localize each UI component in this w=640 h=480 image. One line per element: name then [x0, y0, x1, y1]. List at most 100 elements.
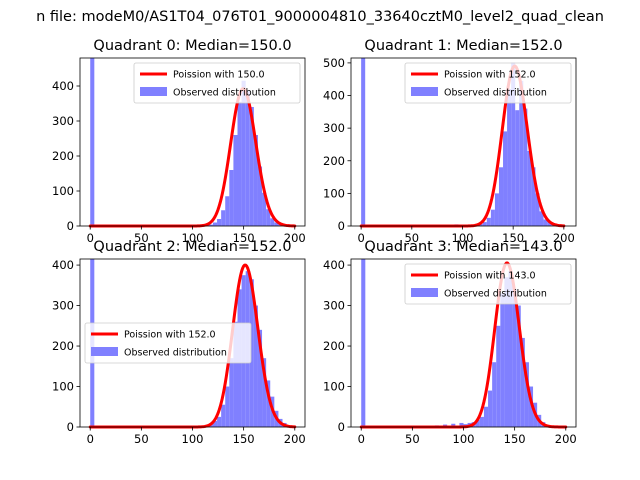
x-tick-label: 150: [502, 231, 524, 245]
x-tick-label: 50: [405, 432, 420, 446]
histogram-bar: [225, 386, 230, 427]
histogram-bar: [511, 62, 516, 226]
legend-box: [404, 263, 572, 305]
x-tick-label: 100: [453, 432, 475, 446]
legend-bar-label: Observed distribution: [124, 348, 227, 359]
x-tick-label: 100: [182, 231, 204, 245]
legend-bar-label: Observed distribution: [444, 289, 547, 300]
x-tick-label: 200: [555, 432, 577, 446]
legend: Poission with 152.0 Observed distribution: [404, 62, 572, 104]
y-tick-label: 200: [323, 339, 345, 353]
histogram-bar: [237, 101, 242, 226]
histogram-bar: [508, 271, 513, 427]
histogram-bars: [361, 259, 550, 427]
histogram-bar: [479, 416, 484, 427]
histogram-bar: [262, 192, 267, 226]
x-tick-label: 200: [284, 231, 306, 245]
y-tick-label: 0: [338, 420, 345, 434]
histogram-bar: [225, 196, 230, 226]
legend-bar-swatch: [91, 347, 118, 356]
y-tick-label: 0: [67, 219, 74, 233]
histogram-bar: [478, 224, 483, 226]
x-tick-label: 200: [284, 432, 306, 446]
histogram-bar: [217, 219, 222, 226]
histogram-bar: [249, 279, 254, 427]
x-tick-label: 50: [404, 231, 419, 245]
x-tick-label: 100: [452, 231, 474, 245]
histogram-bar: [257, 329, 263, 427]
panel-2: 0 50 100 150 200 0 100 200 300 400 Quadrant 2: Med…: [52, 239, 306, 446]
histogram-bar: [507, 88, 512, 227]
histogram-bar: [229, 170, 234, 226]
histogram-bar: [539, 211, 544, 226]
histogram-bar: [490, 209, 495, 226]
y-tick-label: 200: [52, 149, 74, 163]
histogram-bar: [547, 222, 552, 226]
histogram-bar: [535, 193, 540, 226]
histogram-bar: [498, 167, 504, 226]
histogram-bar: [253, 305, 258, 427]
legend: Poission with 143.0 Observed distribution: [404, 263, 572, 305]
y-tick-label: 100: [323, 380, 345, 394]
y-tick-label: 400: [52, 79, 74, 93]
legend: Poission with 152.0 Observed distribution: [84, 322, 252, 364]
histogram-bar: [483, 406, 489, 427]
panel-1: 0 50 100 150 200 0 100 200 300 400 500 Quadrant 1: …: [323, 38, 577, 245]
x-tick-label: 150: [233, 432, 255, 446]
panel-title: Quadrant 2: Median=152.0: [93, 239, 291, 255]
y-tick-label: 200: [52, 339, 74, 353]
histogram-bar: [515, 110, 520, 226]
y-tick-label: 500: [323, 56, 345, 70]
y-tick-label: 100: [52, 184, 74, 198]
histogram-bar: [221, 404, 226, 427]
legend-line-label: Poission with 152.0: [124, 330, 216, 341]
legend-bar-label: Observed distribution: [444, 88, 547, 99]
legend-bar-swatch: [411, 87, 438, 96]
histogram-bar: [361, 259, 366, 427]
histogram-bar: [503, 131, 508, 226]
suptitle: n file: modeM0/AS1T04_076T01_9000004810_…: [36, 9, 604, 25]
histogram-bar: [245, 91, 250, 226]
y-tick-label: 200: [323, 154, 345, 168]
x-tick-label: 200: [553, 231, 575, 245]
x-tick-label: 0: [87, 231, 94, 245]
histogram-bar: [249, 107, 254, 226]
panel-title: Quadrant 3: Median=143.0: [364, 239, 562, 255]
histogram-bar: [241, 80, 246, 226]
legend-line-label: Poission with 150.0: [173, 70, 265, 81]
legend-bar-swatch: [140, 87, 167, 96]
x-tick-label: 50: [134, 432, 149, 446]
histogram-bar: [361, 58, 366, 226]
x-tick-label: 150: [233, 231, 255, 245]
histogram-bar: [212, 222, 218, 226]
panel-3: 0 50 100 150 200 0 100 200 300 400 Quadrant 3: Med…: [323, 239, 577, 446]
y-tick-label: 100: [52, 380, 74, 394]
x-tick-label: 0: [358, 432, 365, 446]
histogram-bar: [531, 167, 536, 226]
y-tick-label: 400: [52, 258, 74, 272]
x-tick-label: 0: [87, 432, 94, 446]
legend-box: [404, 62, 572, 104]
histogram-bar: [262, 358, 267, 427]
histogram-bar: [496, 325, 501, 427]
histogram-bar: [482, 222, 487, 226]
legend-box: [84, 322, 252, 364]
histogram-bar: [500, 293, 505, 427]
histogram-bar: [212, 420, 218, 427]
x-tick-label: 100: [182, 432, 204, 446]
y-tick-label: 400: [323, 258, 345, 272]
histogram-bar: [217, 416, 222, 427]
x-tick-label: 150: [504, 432, 526, 446]
legend-line-label: Poission with 152.0: [444, 70, 536, 81]
legend: Poission with 150.0 Observed distribution: [133, 62, 301, 104]
y-tick-label: 300: [323, 121, 345, 135]
y-tick-label: 400: [323, 89, 345, 103]
histogram-bar: [274, 222, 279, 226]
legend-line-label: Poission with 143.0: [444, 271, 536, 282]
histogram-bar: [488, 390, 493, 427]
histogram-bar: [459, 422, 464, 427]
x-tick-label: 0: [357, 231, 364, 245]
histogram-bars: [361, 58, 560, 227]
histogram-bar: [494, 193, 499, 226]
